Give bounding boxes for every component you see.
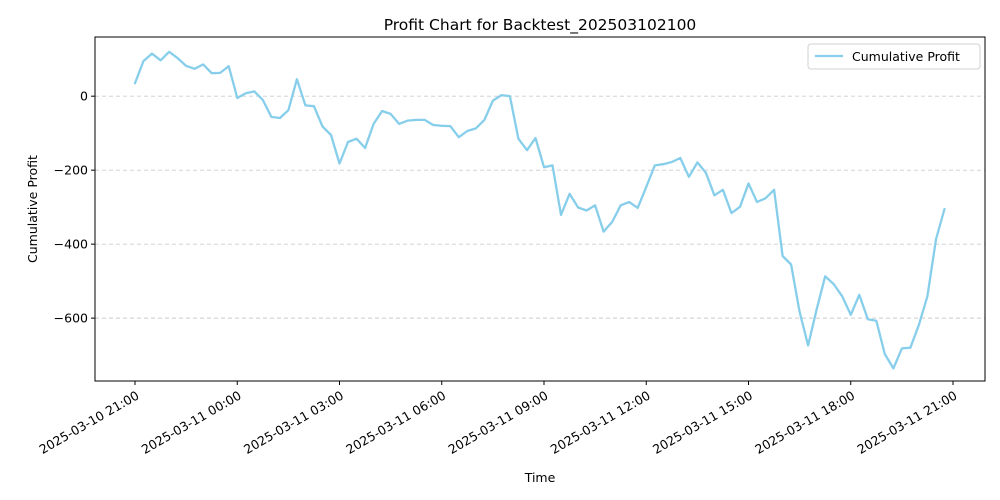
y-axis-title: Cumulative Profit	[25, 155, 40, 263]
y-tick-label: −200	[54, 163, 88, 178]
series-line-cumulative-profit	[133, 50, 946, 370]
x-axis-title: Time	[524, 470, 556, 485]
y-tick-label: 0	[80, 89, 88, 104]
y-tick-label: −400	[54, 237, 88, 252]
legend-label: Cumulative Profit	[852, 49, 960, 64]
legend: Cumulative Profit	[807, 43, 981, 70]
legend-box	[807, 43, 981, 70]
series-layer	[133, 50, 946, 370]
chart-title: Profit Chart for Backtest_202503102100	[384, 16, 697, 35]
grid-lines	[95, 95, 985, 319]
y-tick-label: −600	[54, 311, 88, 326]
y-axis-ticks: −600 −400 −200 0	[54, 89, 95, 326]
plot-frame	[94, 36, 986, 382]
